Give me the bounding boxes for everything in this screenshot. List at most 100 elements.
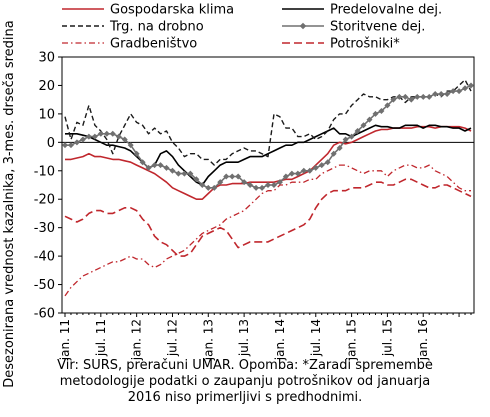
data-point-storitvene-dej	[211, 184, 218, 191]
data-point-storitvene-dej	[145, 164, 152, 171]
legend: Gospodarska klima Predelovalne dej. Trg. n…	[62, 3, 442, 52]
data-point-storitvene-dej	[133, 150, 140, 157]
legend-label-storitvene-dej: Storitvene dej.	[330, 20, 425, 35]
data-point-storitvene-dej	[372, 110, 379, 117]
source-note-line-1: Vir: SURS, preračuni UMAR. Opomba: *Zara…	[57, 358, 433, 373]
data-point-storitvene-dej	[462, 85, 469, 92]
x-tick-label: jul. 15	[380, 319, 394, 357]
data-point-storitvene-dej	[139, 159, 146, 166]
data-point-storitvene-dej	[91, 133, 98, 140]
y-axis-label: Desezonirana vrednost kazalnika, 3-mes. …	[2, 20, 17, 387]
data-point-storitvene-dej	[276, 179, 283, 186]
data-point-storitvene-dej	[163, 164, 170, 171]
data-point-storitvene-dej	[223, 173, 230, 180]
series-line-predelovalne-dej	[65, 124, 472, 186]
source-note: Vir: SURS, preračuni UMAR. Opomba: *Zara…	[0, 358, 490, 406]
data-point-storitvene-dej	[468, 82, 474, 89]
y-tick-label: -20	[34, 193, 55, 208]
data-point-storitvene-dej	[294, 170, 301, 177]
data-point-storitvene-dej	[348, 133, 355, 140]
data-point-storitvene-dej	[73, 139, 80, 146]
legend-label-gradbeni-tvo: Gradbeništvo	[110, 37, 197, 52]
source-note-line-3: 2016 niso primerljivi s predhodnimi.	[127, 390, 363, 405]
data-point-storitvene-dej	[247, 182, 254, 188]
series-line-potro-niki	[64, 178, 472, 257]
data-point-storitvene-dej	[253, 184, 260, 191]
data-point-storitvene-dej	[85, 133, 92, 140]
y-tick-label: -60	[34, 307, 55, 322]
data-point-storitvene-dej	[306, 167, 313, 174]
data-point-storitvene-dej	[109, 130, 116, 137]
data-point-storitvene-dej	[390, 96, 397, 103]
x-tick-label: jan. 14	[273, 319, 287, 361]
data-point-storitvene-dej	[312, 164, 319, 171]
data-point-storitvene-dej	[444, 90, 451, 97]
data-point-storitvene-dej	[175, 170, 182, 177]
data-point-storitvene-dej	[360, 122, 367, 129]
data-point-storitvene-dej	[438, 90, 445, 97]
source-note-line-2: metodologije podatki o zaupanju potrošni…	[59, 374, 431, 389]
x-tick-label: jul. 14	[309, 319, 323, 357]
data-point-storitvene-dej	[402, 93, 409, 100]
data-point-storitvene-dej	[366, 116, 373, 123]
legend-label-trg-na-drobno: Trg. na drobno	[109, 20, 204, 35]
x-tick-label: jan. 16	[416, 319, 430, 361]
series-line-gradbeni-tvo	[64, 164, 471, 297]
data-point-storitvene-dej	[235, 173, 242, 180]
data-point-storitvene-dej	[354, 127, 361, 134]
data-point-storitvene-dej	[456, 88, 463, 95]
data-point-storitvene-dej	[342, 136, 349, 143]
legend-label-gospodarska-klima: Gospodarska klima	[110, 3, 234, 18]
data-point-storitvene-dej	[199, 182, 206, 188]
series-line-gospodarska-klima	[65, 125, 472, 200]
y-tick-label: 20	[38, 79, 55, 94]
data-point-storitvene-dej	[432, 90, 439, 97]
legend-marker	[299, 22, 307, 30]
data-point-storitvene-dej	[408, 96, 415, 103]
x-tick-label: jul. 13	[237, 319, 251, 357]
data-point-storitvene-dej	[127, 142, 134, 149]
y-tick-label: -30	[34, 221, 55, 236]
data-point-storitvene-dej	[450, 88, 457, 95]
x-tick-label: jan. 12	[130, 319, 144, 361]
data-point-storitvene-dej	[205, 184, 212, 191]
data-point-storitvene-dej	[187, 170, 194, 177]
data-point-storitvene-dej	[217, 179, 224, 186]
data-point-storitvene-dej	[157, 162, 164, 169]
data-point-storitvene-dej	[288, 170, 295, 177]
x-tick-label: jan. 15	[345, 319, 359, 361]
data-point-storitvene-dej	[79, 136, 86, 143]
data-point-storitvene-dej	[151, 162, 158, 169]
legend-label-potro-niki: Potrošniki*	[330, 37, 400, 52]
data-point-storitvene-dej	[229, 173, 236, 180]
x-tick-label: jul. 12	[165, 319, 179, 357]
data-point-storitvene-dej	[318, 162, 325, 169]
x-axis: jan. 11 jul. 11 jan. 12 jul. 12 jan. 13 jul. …	[58, 313, 472, 361]
data-point-storitvene-dej	[121, 136, 128, 143]
x-tick-label: jul. 11	[94, 319, 108, 357]
series-line-trg-na-drobno	[64, 79, 472, 166]
data-point-storitvene-dej	[259, 184, 266, 191]
data-point-storitvene-dej	[378, 108, 385, 115]
data-point-storitvene-dej	[426, 93, 433, 100]
y-tick-label: -40	[34, 250, 55, 265]
x-tick-label: jan. 11	[58, 319, 72, 361]
data-point-storitvene-dej	[181, 170, 188, 177]
data-point-storitvene-dej	[396, 93, 403, 100]
data-point-storitvene-dej	[115, 133, 122, 140]
data-point-storitvene-dej	[97, 130, 104, 137]
series-lines	[62, 79, 474, 297]
y-axis: -60 -50 -40 -30 -20 -10 0 10 20 30	[34, 51, 62, 322]
data-point-storitvene-dej	[420, 93, 427, 100]
data-point-storitvene-dej	[241, 179, 248, 186]
data-point-storitvene-dej	[336, 145, 343, 152]
y-tick-label: 10	[38, 107, 55, 122]
data-point-storitvene-dej	[169, 167, 176, 174]
data-point-storitvene-dej	[103, 130, 110, 137]
data-point-storitvene-dej	[62, 142, 68, 149]
y-tick-label: -10	[34, 164, 55, 179]
legend-label-predelovalne-dej: Predelovalne dej.	[330, 3, 442, 18]
data-point-storitvene-dej	[270, 182, 277, 188]
data-point-storitvene-dej	[282, 173, 289, 180]
